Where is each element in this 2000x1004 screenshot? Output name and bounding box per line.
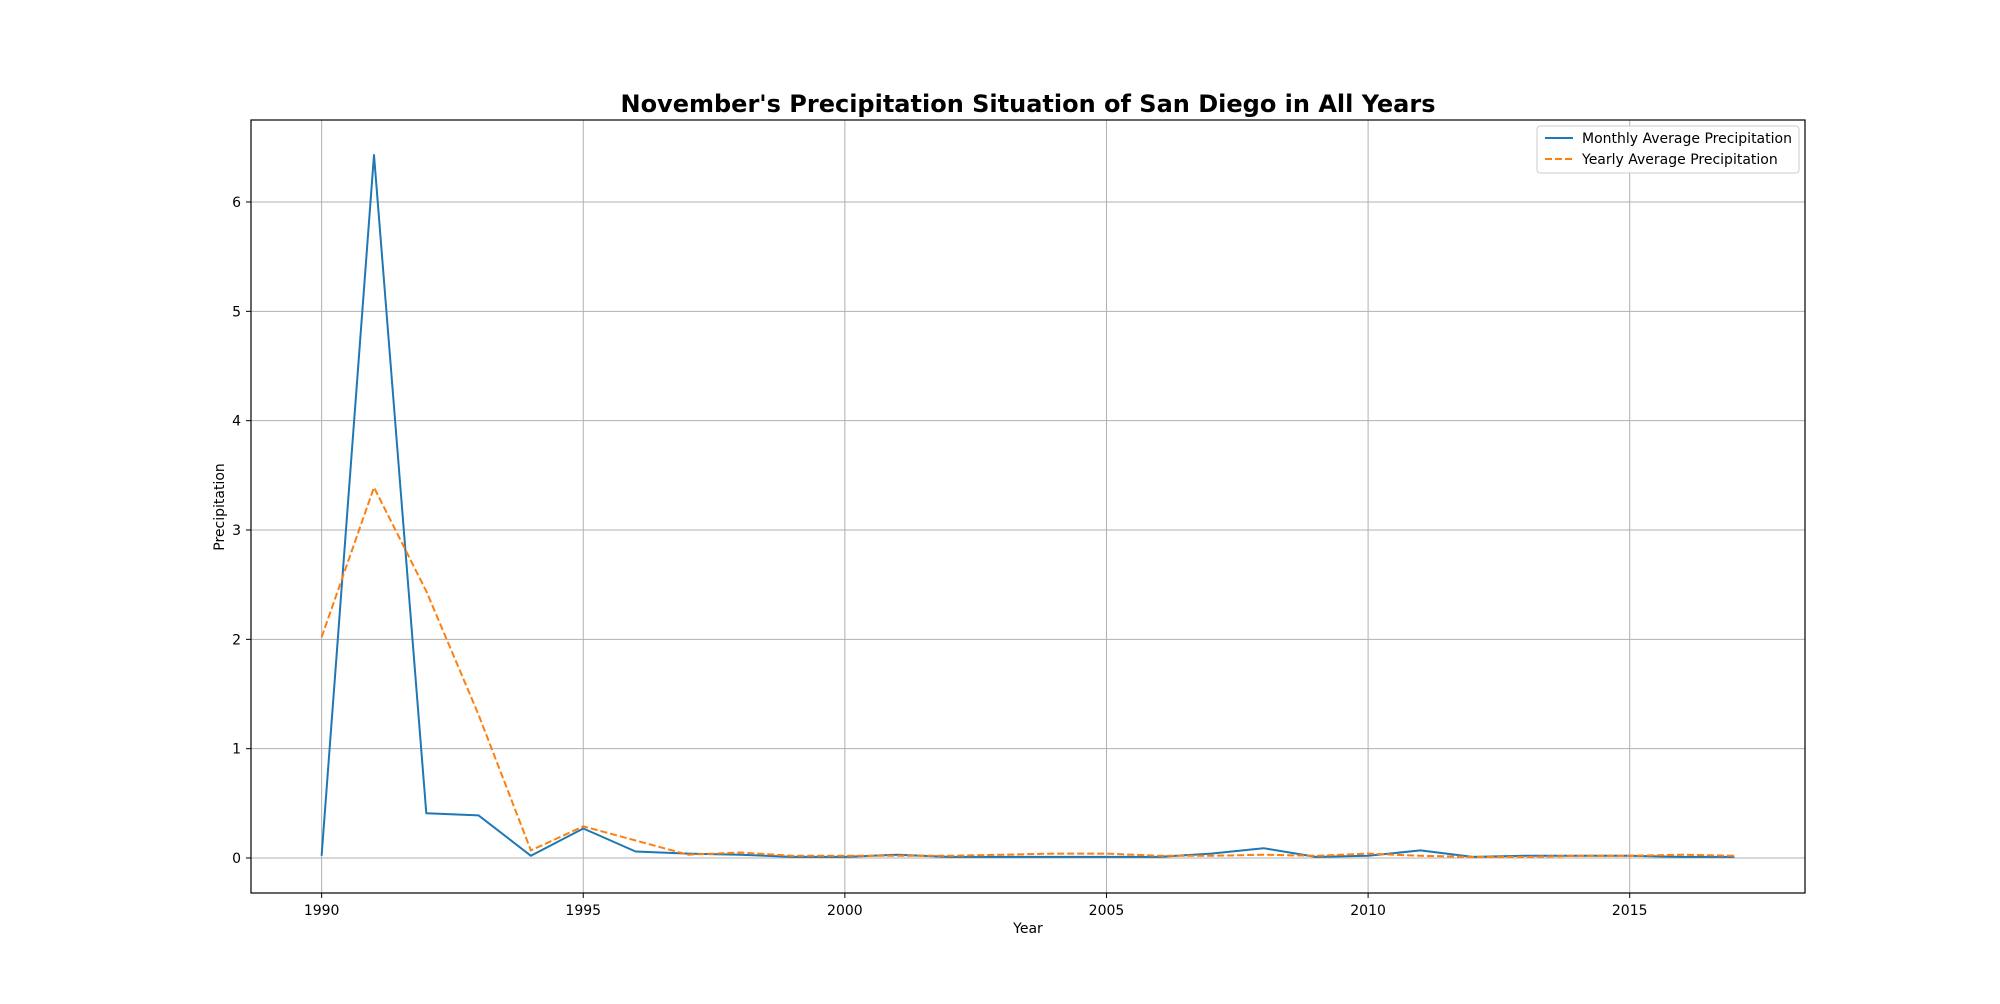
y-tick-label: 6 — [232, 195, 241, 211]
x-axis-label: Year — [1012, 921, 1043, 937]
legend-box — [1536, 125, 1800, 174]
plot-frame — [250, 119, 1806, 894]
y-tick-label: 1 — [232, 742, 241, 758]
legend-label-yearly: Yearly Average Precipitation — [1581, 152, 1778, 168]
legend: Monthly Average Precipitation Yearly Ave… — [1536, 125, 1800, 174]
y-tick-label: 3 — [232, 523, 241, 539]
series-lines — [320, 154, 1735, 858]
x-tick-label: 2000 — [827, 903, 863, 919]
x-tick-label: 1990 — [304, 903, 340, 919]
x-tick-label: 2015 — [1612, 903, 1648, 919]
series-line-monthly — [320, 154, 1735, 858]
x-tick-label: 2010 — [1350, 903, 1386, 919]
y-tick-label: 0 — [232, 851, 241, 867]
x-tick-label: 1995 — [565, 903, 601, 919]
x-axis-ticks: 1990 1995 2000 2005 2010 2015 — [304, 893, 1648, 919]
y-axis-label: Precipitation — [212, 463, 228, 551]
grid — [251, 120, 1805, 893]
legend-label-monthly: Monthly Average Precipitation — [1582, 131, 1792, 147]
x-tick-label: 2005 — [1089, 903, 1125, 919]
y-tick-label: 5 — [232, 304, 241, 320]
series-line-yearly — [320, 486, 1735, 858]
chart-title: November's Precipitation Situation of Sa… — [620, 90, 1435, 118]
y-axis-ticks: 0 1 2 3 4 5 6 — [232, 195, 251, 867]
y-tick-label: 4 — [232, 414, 241, 430]
y-tick-label: 2 — [232, 632, 241, 648]
